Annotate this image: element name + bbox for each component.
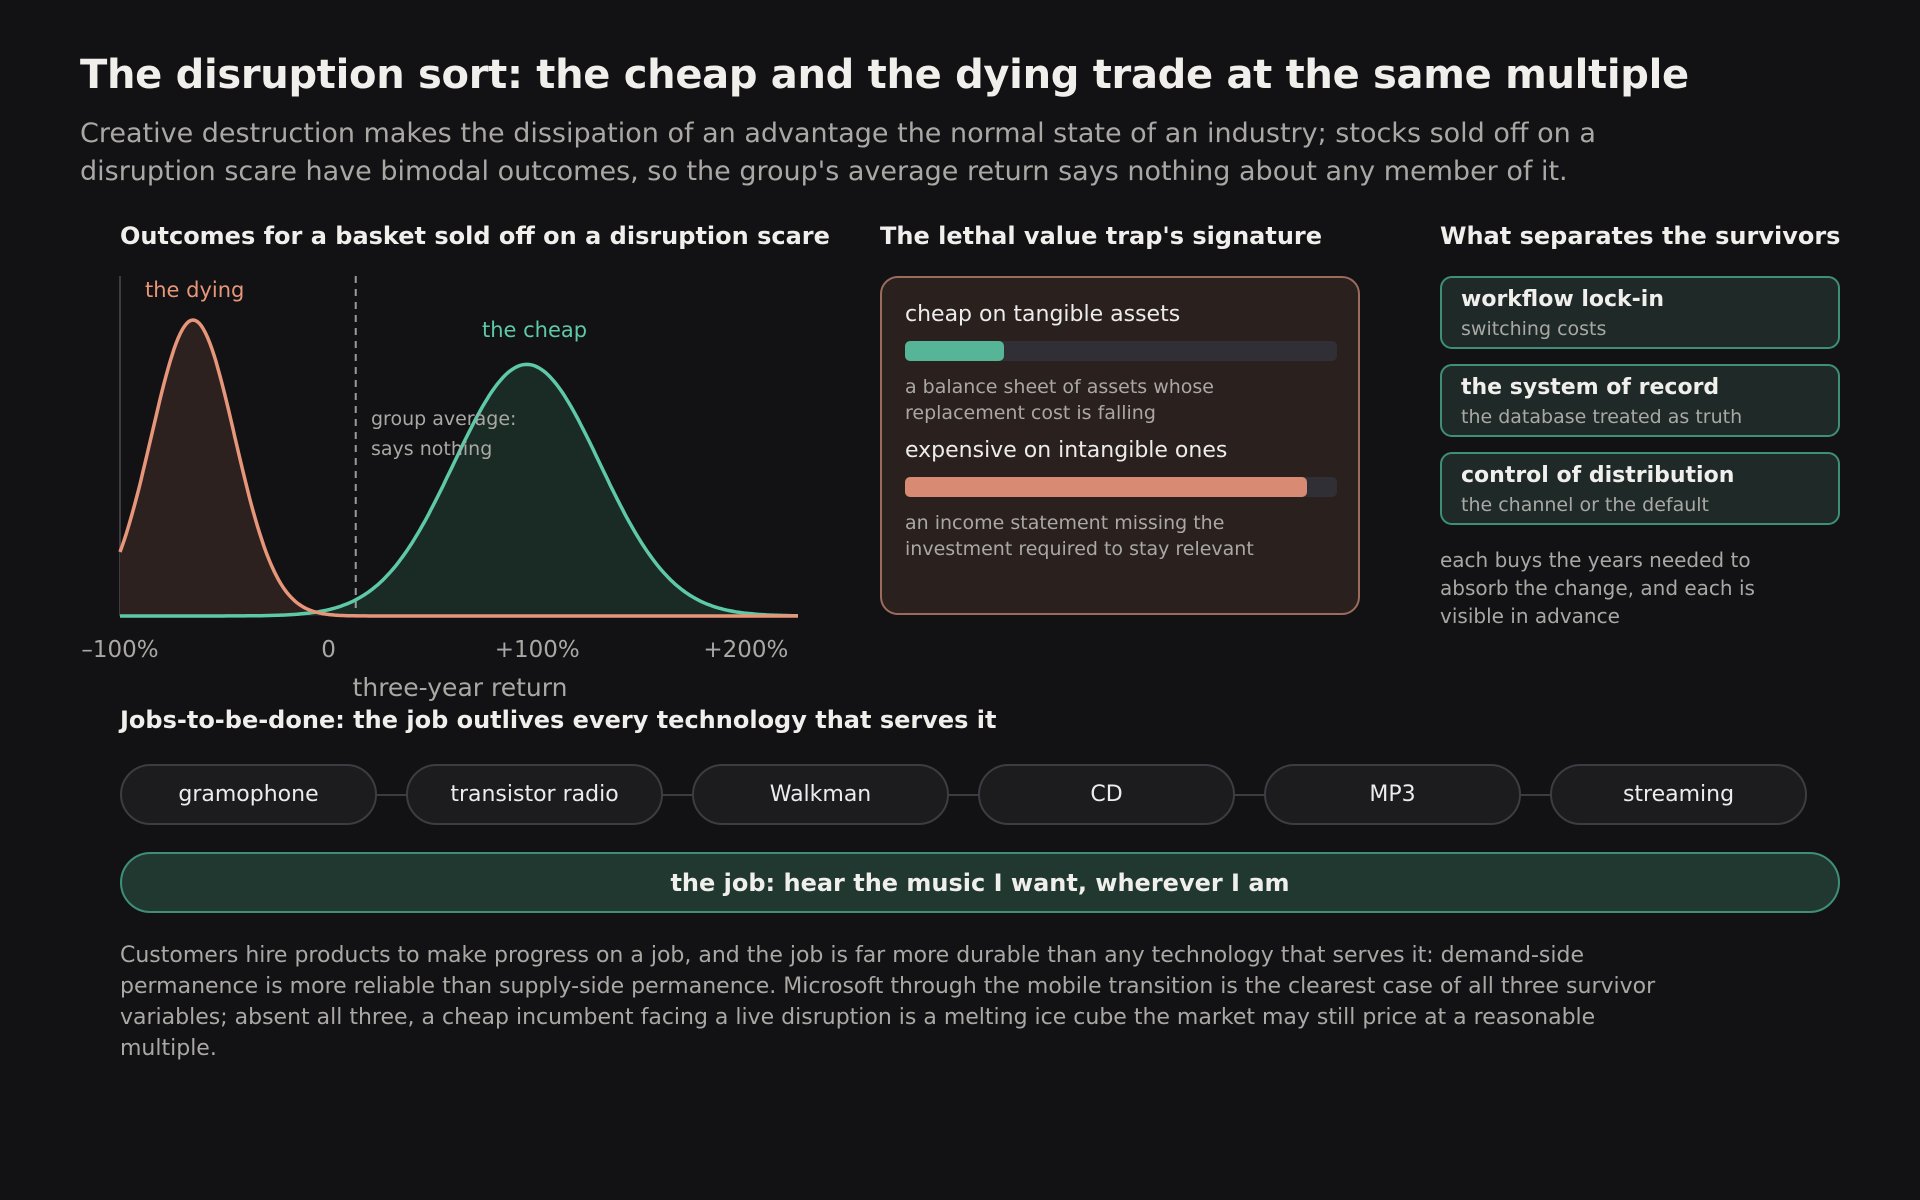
technology-streaming: streaming	[1550, 764, 1807, 825]
chain-connector	[1234, 794, 1264, 796]
intangible-assets-bar	[905, 477, 1307, 497]
distribution-section-title: Outcomes for a basket sold off on a disr…	[120, 222, 830, 250]
value-trap-card: cheap on tangible assets a balance sheet…	[880, 276, 1360, 615]
tangible-assets-bar	[905, 341, 1005, 361]
survivors-section-title: What separates the survivors	[1440, 222, 1841, 250]
survivor-card-workflow-lock-in: workflow lock-in switching costs	[1440, 276, 1840, 349]
trap-item-label: cheap on tangible assets	[905, 302, 1181, 327]
cheap-distribution-curve	[120, 362, 798, 618]
x-axis-label: three-year return	[353, 673, 568, 702]
trap-item-label: expensive on intangible ones	[905, 438, 1228, 463]
dying-distribution-fill	[120, 320, 798, 616]
chain-connector	[948, 794, 978, 796]
trap-bar-track	[905, 477, 1337, 497]
survivor-card-title: control of distribution	[1461, 463, 1735, 488]
survivor-card-subtitle: switching costs	[1461, 318, 1607, 340]
technology-cd: CD	[978, 764, 1235, 825]
trap-item-note: a balance sheet of assets whose replacem…	[905, 376, 1215, 424]
page-title: The disruption sort: the cheap and the d…	[80, 52, 1689, 98]
survivor-card-title: workflow lock-in	[1461, 287, 1664, 312]
technology-walkman: Walkman	[692, 764, 949, 825]
x-tick-label: +100%	[495, 637, 580, 663]
chain-connector	[376, 794, 406, 796]
technology-mp3: MP3	[1264, 764, 1521, 825]
trap-item-note: an income statement missing the investme…	[905, 512, 1254, 560]
page-subtitle: Creative destruction makes the dissipati…	[80, 118, 1596, 187]
survivor-card-subtitle: the channel or the default	[1461, 494, 1709, 516]
cheap-distribution-fill	[120, 364, 798, 616]
dying-distribution-curve	[118, 318, 798, 618]
chain-connector	[662, 794, 692, 796]
jobs-section-title: Jobs-to-be-done: the job outlives every …	[120, 706, 997, 734]
trap-section-title: The lethal value trap's signature	[880, 222, 1323, 250]
chain-connector	[1520, 794, 1550, 796]
survivor-card-subtitle: the database treated as truth	[1461, 406, 1743, 428]
survivor-card-distribution: control of distribution the channel or t…	[1440, 452, 1840, 525]
distribution-chart: the dying the cheap group average: says …	[81, 276, 798, 702]
dying-series-label: the dying	[145, 278, 244, 302]
footer-explanation: Customers hire products to make progress…	[120, 943, 1656, 1061]
x-tick-label: –100%	[81, 637, 158, 663]
x-tick-label: 0	[321, 637, 336, 663]
technology-transistor-radio: transistor radio	[406, 764, 663, 825]
trap-bar-track	[905, 341, 1337, 361]
cheap-series-label: the cheap	[482, 318, 587, 342]
survivor-card-title: the system of record	[1461, 375, 1720, 400]
job-to-be-done-bar: the job: hear the music I want, wherever…	[120, 852, 1840, 913]
survivors-note: each buys the years needed to absorb the…	[1440, 548, 1755, 628]
average-annotation-line1: group average:	[371, 408, 516, 430]
x-tick-label: +200%	[703, 637, 788, 663]
technology-gramophone: gramophone	[120, 764, 377, 825]
average-annotation-line2: says nothing	[371, 438, 492, 460]
survivor-card-system-of-record: the system of record the database treate…	[1440, 364, 1840, 437]
